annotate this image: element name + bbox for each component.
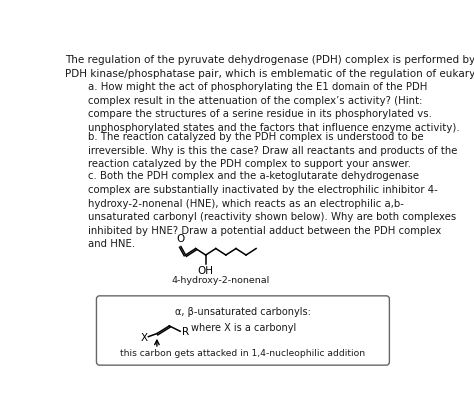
Text: 4-hydroxy-2-nonenal: 4-hydroxy-2-nonenal (172, 275, 270, 285)
Text: The regulation of the pyruvate dehydrogenase (PDH) complex is performed by the a: The regulation of the pyruvate dehydroge… (64, 55, 474, 79)
Text: X: X (140, 332, 147, 343)
Text: where X is a carbonyl: where X is a carbonyl (191, 323, 296, 332)
Text: this carbon gets attacked in 1,4-nucleophilic addition: this carbon gets attacked in 1,4-nucleop… (120, 348, 365, 357)
Text: OH: OH (198, 266, 214, 275)
Text: α, β-unsaturated carbonyls:: α, β-unsaturated carbonyls: (175, 306, 311, 316)
Text: O: O (176, 234, 184, 244)
Text: b. The reaction catalyzed by the PDH complex is understood to be
irreversible. W: b. The reaction catalyzed by the PDH com… (88, 132, 457, 169)
Text: c. Both the PDH complex and the a-ketoglutarate dehydrogenase
complex are substa: c. Both the PDH complex and the a-ketogl… (88, 171, 456, 249)
FancyBboxPatch shape (96, 296, 390, 365)
Text: R: R (182, 327, 189, 337)
Text: a. How might the act of phosphorylating the E1 domain of the PDH
complex result : a. How might the act of phosphorylating … (88, 82, 460, 133)
